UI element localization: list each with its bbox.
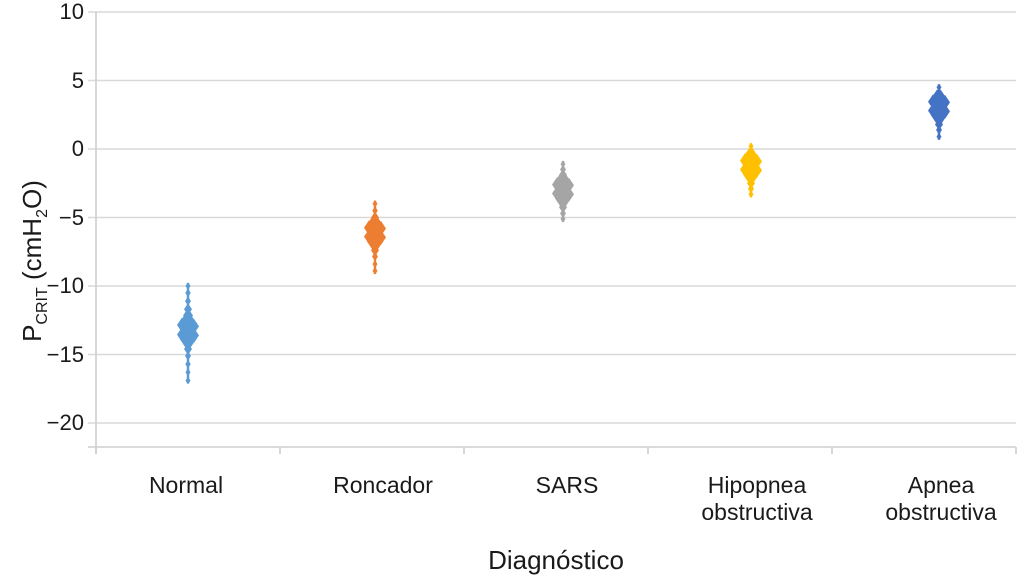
data-point-diamond (185, 282, 191, 290)
data-point-diamond (748, 184, 754, 194)
data-point-diamond (936, 83, 942, 92)
y-tick-label-−5: −5 (58, 204, 84, 230)
data-point-diamond (372, 206, 378, 215)
data-point-diamond (935, 118, 943, 131)
data-point-diamond (185, 359, 191, 369)
data-point-diamond (560, 215, 566, 223)
data-point-diamond (748, 190, 754, 198)
data-point-diamond (936, 132, 942, 141)
cluster-sars (552, 160, 574, 223)
y-tick-label-−15: −15 (46, 341, 84, 367)
data-point-diamond (372, 260, 378, 268)
data-point-diamond (185, 351, 191, 361)
x-category-label-apnea-obstructiva: Apnea obstructiva (841, 472, 1024, 526)
x-category-label-line: obstructiva (701, 499, 813, 525)
x-category-label-line: Hipopnea (707, 472, 807, 498)
cluster-apnea-obstructiva (928, 83, 950, 141)
x-category-label-roncador: Roncador (283, 472, 483, 499)
y-axis-title-units-open: (cmH (17, 217, 47, 288)
y-axis-title-main: P (17, 324, 47, 342)
x-category-label-line: Normal (148, 472, 224, 498)
y-tick-label-10: 10 (59, 0, 84, 24)
y-axis-title-subscript-crit: CRIT (34, 287, 52, 325)
data-point-diamond (371, 244, 379, 257)
cluster-roncador (364, 200, 386, 275)
data-point-diamond (185, 368, 191, 377)
data-point-diamond (936, 125, 942, 135)
y-axis-title: PCRIT (cmH2O) (15, 111, 52, 411)
y-tick-label-−20: −20 (46, 410, 84, 435)
y-axis-title-units-close: O) (17, 180, 47, 209)
data-point-diamond (185, 288, 191, 297)
cluster-normal (177, 282, 199, 385)
x-category-label-sars: SARS (467, 472, 667, 499)
data-point-diamond (372, 252, 378, 262)
data-point-diamond (560, 208, 566, 218)
x-axis-title: Diagnóstico (488, 545, 624, 575)
y-tick-label-5: 5 (71, 67, 84, 93)
data-point-diamond (747, 177, 755, 190)
x-category-label-line: Roncador (333, 472, 433, 498)
x-category-label-line: obstructiva (885, 499, 997, 525)
data-point-diamond (559, 201, 567, 214)
cluster-hipopnea-obstructiva (740, 142, 762, 198)
x-category-label-line: SARS (535, 472, 599, 498)
data-point-diamond (372, 267, 378, 275)
y-tick-label-0: 0 (71, 136, 84, 161)
y-tick-label-−10: −10 (46, 273, 84, 298)
data-point-diamond (560, 160, 566, 168)
data-point-diamond (185, 376, 191, 385)
data-point-diamond (184, 343, 192, 356)
data-point-diamond (185, 296, 191, 306)
y-axis-title-subscript-2: 2 (34, 209, 52, 218)
data-point-diamond (372, 200, 378, 208)
x-category-label-hipopnea-obstructiva: Hipopnea obstructiva (657, 472, 857, 526)
x-category-label-normal: Normal (86, 472, 286, 499)
x-category-label-line: Apnea (907, 472, 975, 498)
